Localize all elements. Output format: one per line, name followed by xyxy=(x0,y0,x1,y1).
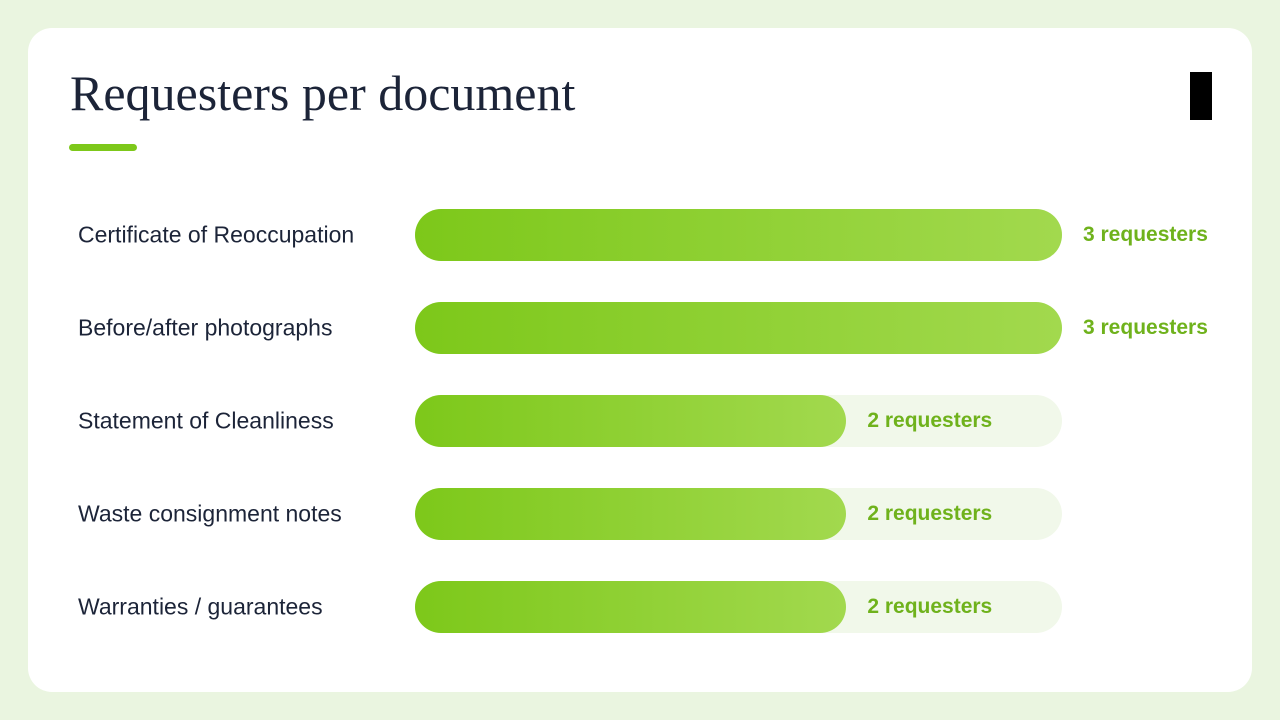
bar xyxy=(415,395,847,447)
title-accent xyxy=(69,144,137,151)
bar xyxy=(415,581,847,633)
category-label: Before/after photographs xyxy=(78,314,333,341)
value-label: 3 requesters xyxy=(1083,316,1208,339)
bar xyxy=(415,209,1062,261)
category-label: Statement of Cleanliness xyxy=(78,407,334,434)
value-label: 2 requesters xyxy=(867,409,993,432)
chart-title: Requesters per document xyxy=(70,65,576,121)
bar xyxy=(415,488,847,540)
card: Requesters per document Certificate of R… xyxy=(28,28,1252,692)
bar xyxy=(415,302,1062,354)
value-label: 2 requesters xyxy=(867,502,993,525)
category-label: Certificate of Reoccupation xyxy=(78,221,355,248)
value-label: 2 requesters xyxy=(867,595,993,618)
value-label: 3 requesters xyxy=(1083,223,1208,246)
logo xyxy=(1190,72,1212,120)
category-label: Waste consignment notes xyxy=(78,500,342,527)
category-label: Warranties / guarantees xyxy=(78,593,323,620)
